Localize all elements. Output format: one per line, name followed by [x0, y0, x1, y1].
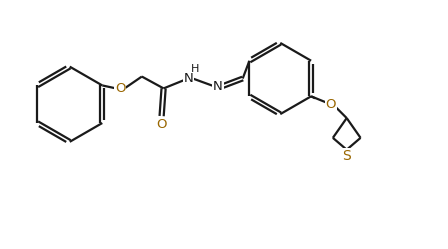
- Text: N: N: [213, 80, 223, 93]
- Text: H: H: [190, 64, 199, 74]
- Text: N: N: [183, 72, 193, 85]
- Text: O: O: [115, 82, 125, 95]
- Text: O: O: [326, 98, 336, 111]
- Text: O: O: [156, 119, 167, 131]
- Text: S: S: [342, 149, 351, 163]
